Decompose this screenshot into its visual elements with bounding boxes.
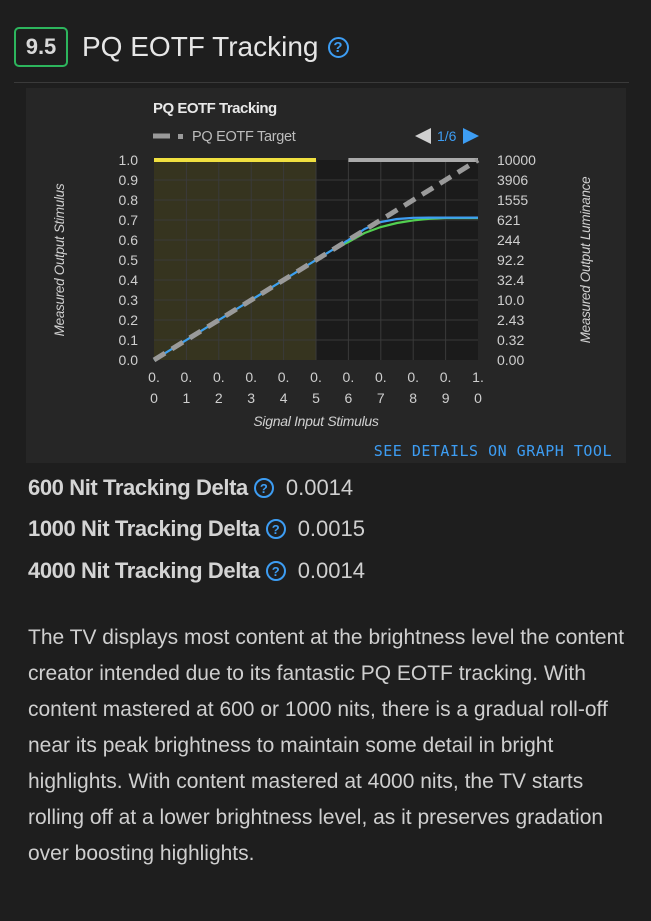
- section-header: 9.5 PQ EOTF Tracking ?: [14, 25, 349, 69]
- description-text: The TV displays most content at the brig…: [28, 626, 625, 865]
- y-left-tick-label: 0.1: [119, 332, 139, 348]
- x-tick-label: 0.: [245, 369, 257, 385]
- metric-1000-nit: 1000 Nit Tracking Delta ? 0.0015: [28, 513, 365, 545]
- x-tick-label: 0: [474, 390, 482, 406]
- chart-container: PQ EOTF Tracking PQ EOTF Target 1/6 0. 0 0…: [26, 88, 626, 463]
- y-left-tick-label: 0.6: [119, 232, 139, 248]
- plot-area: [152, 157, 480, 363]
- next-page-icon[interactable]: [463, 128, 479, 144]
- y-right-tick-label: 92.2: [497, 252, 524, 268]
- x-tick-label: 0.: [343, 369, 355, 385]
- x-tick-label: 7: [377, 390, 385, 406]
- header-divider: [14, 82, 629, 83]
- y-right-tick-label: 32.4: [497, 272, 524, 288]
- chart-legend: PQ EOTF Target 1/6: [153, 128, 479, 145]
- legend-label: PQ EOTF Target: [192, 129, 296, 145]
- y-axis-right-label: Measured Output Luminance: [578, 177, 593, 344]
- legend-pager: 1/6: [437, 128, 457, 144]
- y-left-tick-label: 0.5: [119, 252, 139, 268]
- y-right-tick-label: 2.43: [497, 312, 524, 328]
- y-right-tick-label: 10.0: [497, 292, 524, 308]
- metric-label: 1000 Nit Tracking Delta: [28, 516, 260, 541]
- x-tick-label: 0.: [278, 369, 290, 385]
- pq-eotf-chart: PQ EOTF Tracking PQ EOTF Target 1/6 0.00…: [52, 100, 593, 429]
- metric-value: 0.0014: [297, 558, 365, 583]
- x-tick-label: 9: [442, 390, 450, 406]
- y-right-tick-label: 10000: [497, 152, 536, 168]
- x-tick-label: 8: [409, 390, 417, 406]
- y-right-tick-label: 1555: [497, 192, 528, 208]
- metric-600-nit: 600 Nit Tracking Delta ? 0.0014: [28, 472, 353, 504]
- help-icon[interactable]: ?: [253, 478, 274, 498]
- x-tick-label: 0.: [310, 369, 322, 385]
- prev-page-icon[interactable]: [415, 128, 431, 144]
- x-tick-label: 0.: [181, 369, 193, 385]
- y-right-tick-label: 0.00: [497, 352, 524, 368]
- x-tick-label: 0.: [375, 369, 387, 385]
- x-tick-label: 5: [312, 390, 320, 406]
- y-left-tick-label: 0.7: [119, 212, 139, 228]
- y-left-tick-label: 1.0: [119, 152, 139, 168]
- x-tick-label: 6: [345, 390, 353, 406]
- graph-tool-link[interactable]: SEE DETAILS ON GRAPH TOOL: [373, 442, 612, 460]
- help-icon[interactable]: ?: [265, 519, 286, 539]
- x-tick-label: 3: [247, 390, 255, 406]
- y-right-tick-label: 244: [497, 232, 521, 248]
- x-tick-label: 2: [215, 390, 223, 406]
- x-tick-label: 1.: [472, 369, 484, 385]
- metric-label: 4000 Nit Tracking Delta: [28, 558, 260, 583]
- metric-value: 0.0014: [285, 475, 354, 500]
- section-title: PQ EOTF Tracking: [82, 31, 319, 62]
- x-tick-label: 0.: [440, 369, 452, 385]
- help-icon[interactable]: ?: [327, 36, 349, 58]
- metric-value: 0.0015: [297, 516, 365, 541]
- chart-title: PQ EOTF Tracking: [153, 100, 277, 117]
- x-tick-label: 0.: [407, 369, 419, 385]
- y-left-tick-labels: 0.0 0.1 0.2 0.3 0.4 0.5 0.6 0.7 0.8 0.9 1.0: [119, 152, 139, 368]
- score-badge: 9.5: [14, 27, 68, 67]
- x-tick-label: 1: [183, 390, 191, 406]
- legend-dot-icon: [178, 134, 183, 139]
- y-left-tick-label: 0.8: [119, 192, 139, 208]
- help-icon[interactable]: ?: [265, 561, 286, 581]
- x-tick-labels: 0. 0 0. 1 0. 2 0. 3 0. 4 0. 5 0. 6 0. 7 0. 8 0. 9 1. 0: [148, 369, 484, 406]
- y-left-tick-label: 0.2: [119, 312, 139, 328]
- y-axis-left-label: Measured Output Stimulus: [52, 183, 67, 336]
- y-left-tick-label: 0.4: [119, 272, 139, 288]
- target-series-line: [152, 157, 480, 363]
- y-left-tick-label: 0.3: [119, 292, 139, 308]
- x-tick-label: 4: [280, 390, 288, 406]
- y-left-tick-label: 0.9: [119, 172, 139, 188]
- y-right-tick-label: 3906: [497, 172, 528, 188]
- x-tick-label: 0.: [148, 369, 160, 385]
- metric-label: 600 Nit Tracking Delta: [28, 475, 248, 500]
- y-left-tick-label: 0.0: [119, 352, 139, 368]
- y-right-tick-label: 0.32: [497, 332, 524, 348]
- y-right-tick-label: 621: [497, 212, 521, 228]
- x-tick-label: 0.: [213, 369, 225, 385]
- x-axis-label: Signal Input Stimulus: [253, 413, 379, 429]
- x-tick-label: 0: [150, 390, 158, 406]
- metric-4000-nit: 4000 Nit Tracking Delta ? 0.0014: [28, 555, 365, 587]
- y-right-tick-labels: 0.00 0.32 2.43 10.0 32.4 92.2 244 621 1555 3906 10…: [497, 152, 536, 368]
